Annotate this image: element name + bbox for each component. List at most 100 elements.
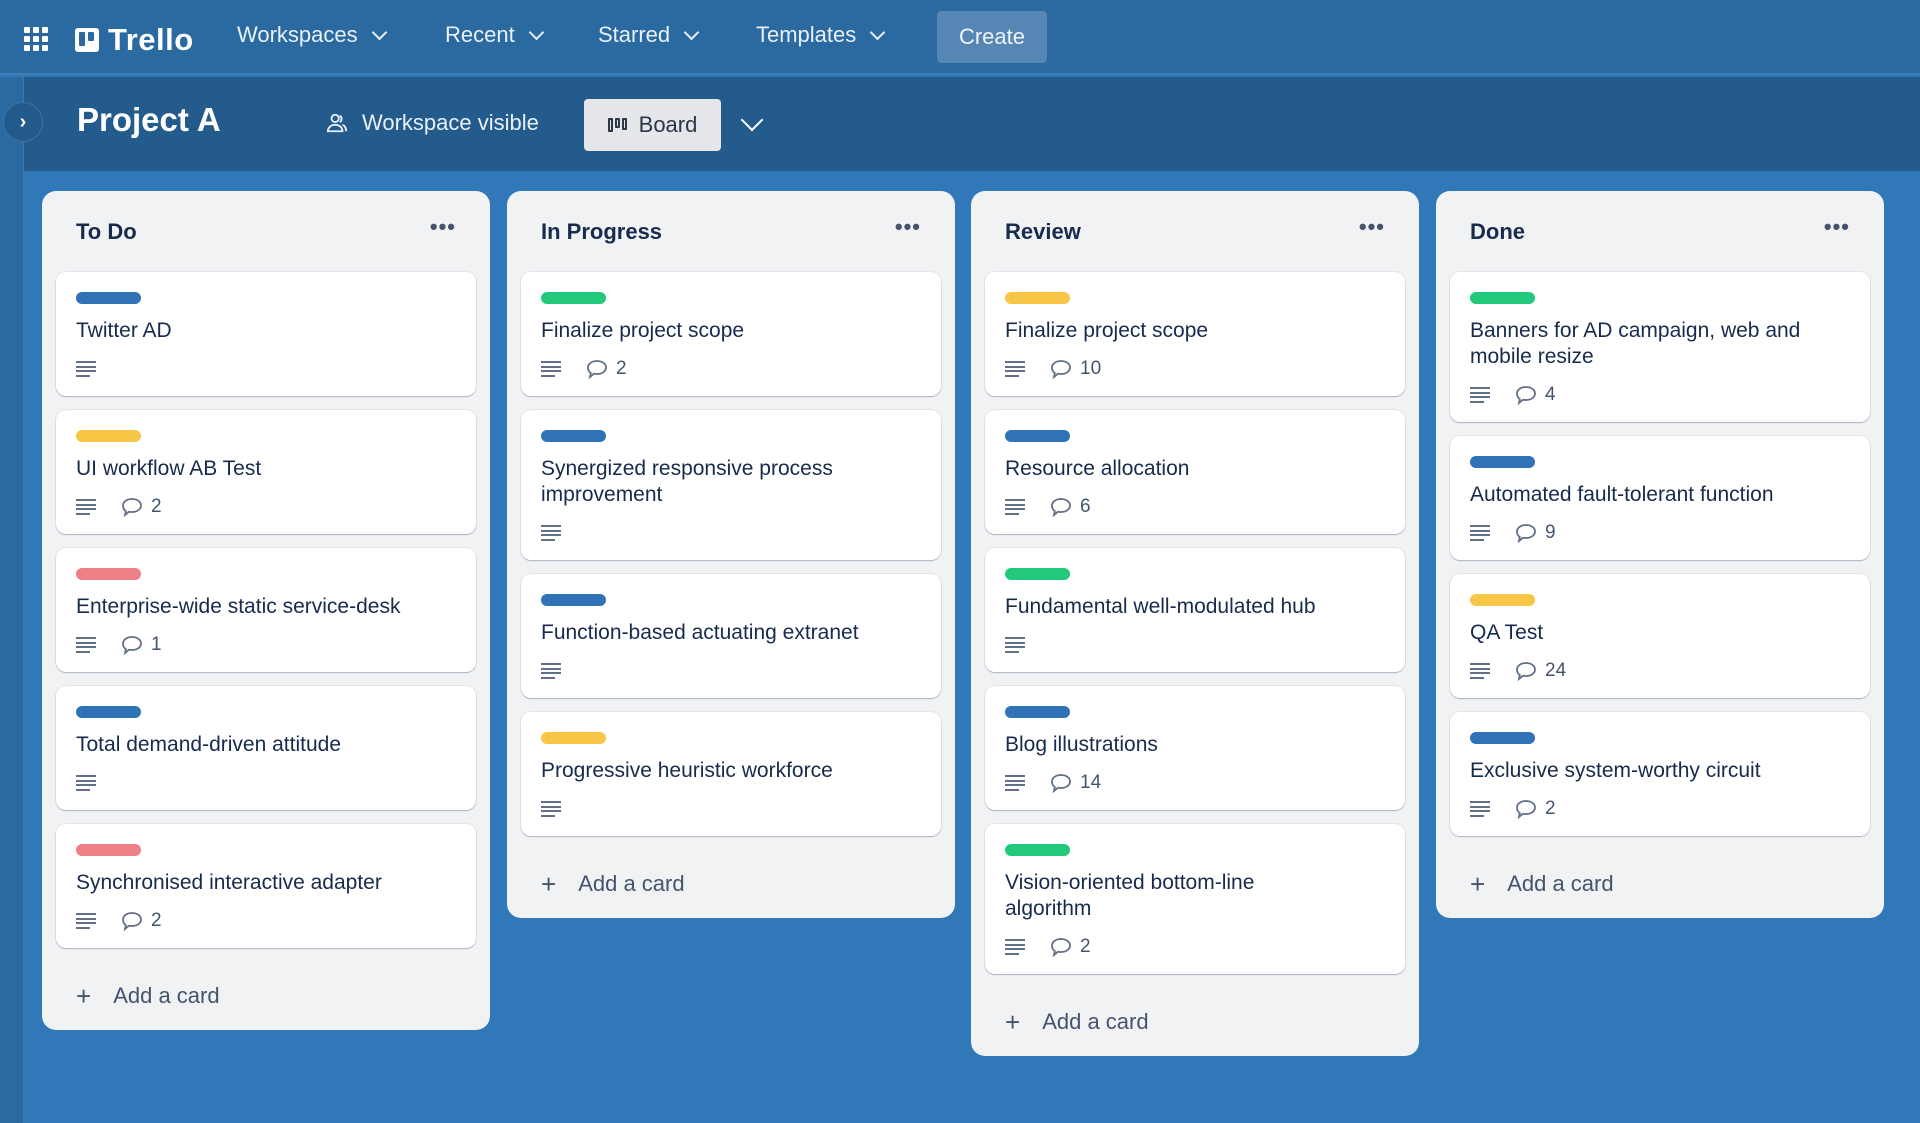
card-label[interactable]: [1005, 430, 1070, 442]
list-title[interactable]: To Do: [76, 218, 137, 244]
comments-badge: 2: [586, 358, 627, 380]
comment-icon: [587, 360, 607, 379]
card[interactable]: Twitter AD: [56, 272, 476, 396]
comment-count: 2: [151, 496, 162, 517]
comment-icon: [122, 912, 142, 931]
card[interactable]: Fundamental well-modulated hub: [985, 548, 1405, 672]
add-card-label: Add a card: [1507, 871, 1614, 896]
comment-icon: [1516, 524, 1536, 543]
list-title[interactable]: In Progress: [541, 218, 663, 244]
board-view-button[interactable]: Board: [584, 99, 721, 151]
comment-icon: [1516, 386, 1536, 405]
card[interactable]: Exclusive system-worthy circuit 2: [1450, 712, 1870, 836]
card[interactable]: Total demand-driven attitude: [56, 686, 476, 810]
card[interactable]: UI workflow AB Test 2: [56, 410, 476, 534]
card-badges: 6: [1005, 496, 1385, 518]
card[interactable]: Finalize project scope 10: [985, 272, 1405, 396]
list-header: Review •••: [985, 191, 1405, 272]
card-title: Blog illustrations: [1005, 733, 1158, 756]
visibility-button[interactable]: Workspace visible: [326, 110, 539, 136]
comments-badge: 4: [1515, 384, 1556, 406]
card[interactable]: Progressive heuristic workforce: [521, 712, 941, 836]
card-label[interactable]: [1005, 292, 1070, 304]
templates-menu[interactable]: Templates: [756, 22, 886, 48]
add-card-button[interactable]: + Add a card: [56, 962, 476, 1030]
card[interactable]: Vision-oriented bottom-line algorithm 2: [985, 824, 1405, 974]
workspaces-menu[interactable]: Workspaces: [237, 22, 387, 48]
card-title: UI workflow AB Test: [76, 457, 262, 480]
expand-sidebar-button[interactable]: ›: [3, 102, 43, 142]
comment-count: 2: [1545, 798, 1556, 819]
description-icon: [541, 525, 561, 541]
card-label[interactable]: [541, 732, 606, 744]
card-label[interactable]: [1470, 594, 1535, 606]
plus-icon: +: [541, 869, 557, 899]
card[interactable]: Enterprise-wide static service-desk 1: [56, 548, 476, 672]
create-button[interactable]: Create: [937, 11, 1047, 63]
card[interactable]: Function-based actuating extranet: [521, 574, 941, 698]
app-switcher-grid-icon[interactable]: [24, 27, 48, 51]
description-icon: [1470, 387, 1490, 403]
card-label[interactable]: [1005, 706, 1070, 718]
board-header: [24, 77, 1920, 171]
app-name: Trello: [108, 22, 194, 57]
comments-badge: 9: [1515, 522, 1556, 544]
card-label[interactable]: [541, 292, 606, 304]
list-in-progress: In Progress ••• Finalize project scope 2 Syn…: [507, 191, 955, 918]
list-title[interactable]: Done: [1470, 218, 1525, 244]
add-card-button[interactable]: + Add a card: [521, 850, 941, 918]
card[interactable]: Synergized responsive process improvemen…: [521, 410, 941, 560]
comment-count: 10: [1080, 358, 1102, 379]
card-label[interactable]: [76, 568, 141, 580]
starred-menu[interactable]: Starred: [598, 22, 700, 48]
card-label[interactable]: [1470, 292, 1535, 304]
card-label[interactable]: [1470, 732, 1535, 744]
card-title: Vision-oriented bottom-line algorithm: [1005, 871, 1255, 920]
card-title: Total demand-driven attitude: [76, 733, 341, 756]
add-card-button[interactable]: + Add a card: [1450, 850, 1870, 918]
comments-badge: 2: [121, 910, 162, 932]
list-title[interactable]: Review: [1005, 218, 1081, 244]
card[interactable]: Banners for AD campaign, web and mobile …: [1450, 272, 1870, 422]
list-actions-ellipsis-icon[interactable]: •••: [429, 213, 456, 239]
card-label[interactable]: [76, 292, 141, 304]
description-icon: [76, 499, 96, 515]
card[interactable]: QA Test 24: [1450, 574, 1870, 698]
description-icon: [76, 775, 96, 791]
card-label[interactable]: [1470, 456, 1535, 468]
board-title[interactable]: Project A: [77, 101, 221, 138]
trello-board-icon: [75, 28, 99, 52]
card[interactable]: Blog illustrations 14: [985, 686, 1405, 810]
card-label[interactable]: [76, 430, 141, 442]
comment-icon: [1051, 774, 1071, 793]
plus-icon: +: [76, 981, 92, 1011]
card-label[interactable]: [76, 844, 141, 856]
card-label[interactable]: [1005, 568, 1070, 580]
top-navigation-bar: Trello Workspaces Recent Starred Templat…: [0, 0, 1920, 75]
recent-menu[interactable]: Recent: [445, 22, 544, 48]
card-label[interactable]: [541, 594, 606, 606]
card[interactable]: Finalize project scope 2: [521, 272, 941, 396]
add-card-button[interactable]: + Add a card: [985, 988, 1405, 1056]
card-title: Finalize project scope: [541, 319, 745, 342]
card[interactable]: Resource allocation 6: [985, 410, 1405, 534]
card-label[interactable]: [1005, 844, 1070, 856]
comment-icon: [122, 498, 142, 517]
card-title: Twitter AD: [76, 319, 172, 342]
add-card-label: Add a card: [1042, 1009, 1149, 1034]
comment-icon: [1516, 662, 1536, 681]
comment-count: 24: [1545, 660, 1567, 681]
card[interactable]: Synchronised interactive adapter 2: [56, 824, 476, 948]
card[interactable]: Automated fault-tolerant function 9: [1450, 436, 1870, 560]
description-icon: [1470, 801, 1490, 817]
comment-icon: [1516, 800, 1536, 819]
comments-badge: 24: [1515, 660, 1566, 682]
trello-logo[interactable]: Trello: [75, 22, 194, 58]
card-badges: 2: [1005, 936, 1385, 958]
plus-icon: +: [1005, 1007, 1021, 1037]
list-actions-ellipsis-icon[interactable]: •••: [1358, 213, 1385, 239]
card-label[interactable]: [76, 706, 141, 718]
list-actions-ellipsis-icon[interactable]: •••: [894, 213, 921, 239]
list-actions-ellipsis-icon[interactable]: •••: [1823, 213, 1850, 239]
card-label[interactable]: [541, 430, 606, 442]
